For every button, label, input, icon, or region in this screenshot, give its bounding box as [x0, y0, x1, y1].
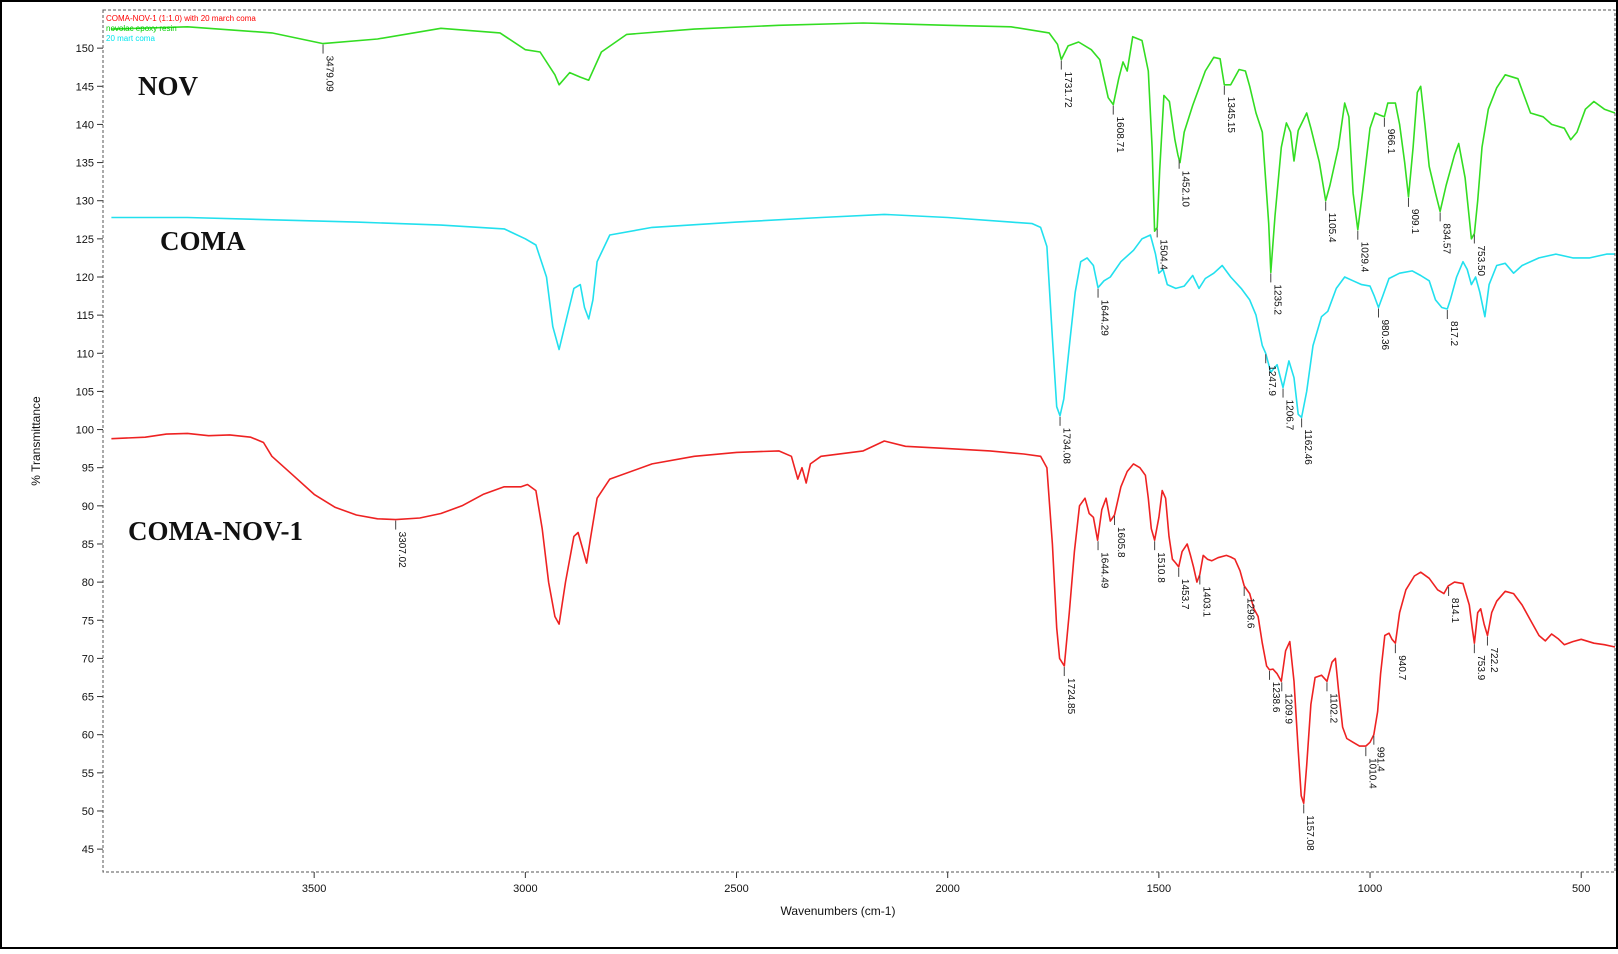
x-tick-label: 500 [1572, 883, 1590, 895]
peak-label: 1345.15 [1225, 97, 1236, 134]
peak-label: 1724.85 [1065, 678, 1076, 715]
y-tick-label: 65 [82, 692, 94, 704]
y-tick-label: 135 [76, 158, 94, 170]
peak-label: 753.9 [1475, 655, 1486, 680]
y-tick-label: 75 [82, 615, 94, 627]
peak-label: 753.50 [1475, 246, 1486, 277]
peak-label: 1010.4 [1366, 758, 1377, 789]
peak-label: 1644.29 [1099, 300, 1110, 337]
legend: COMA-NOV-1 (1:1.0) with 20 march coma no… [106, 14, 256, 43]
peak-label: 1235.2 [1271, 284, 1282, 315]
peak-label: 1209.9 [1282, 693, 1293, 724]
peak-label: 909.1 [1409, 209, 1420, 234]
peak-label: 1029.4 [1358, 242, 1369, 273]
peak-label: 1608.71 [1114, 117, 1125, 154]
axis-tick-layer: 45 50 55 60 65 70 75 80 85 90 95 100 105 110 115 120 125… [76, 43, 1591, 895]
y-tick-label: 100 [76, 425, 94, 437]
series-line-coma-nov-1 [111, 432, 1616, 805]
y-tick-label: 150 [76, 43, 94, 55]
peak-label: 980.36 [1379, 320, 1390, 351]
y-tick-label: 110 [76, 348, 94, 360]
peak-label: 1157.08 [1304, 815, 1315, 851]
peak-label: 1298.6 [1245, 598, 1256, 629]
peak-label: 834.57 [1441, 223, 1452, 254]
x-tick-label: 1500 [1147, 883, 1171, 895]
plot-area-frame [102, 9, 1616, 873]
peak-label: 3307.02 [396, 532, 407, 569]
peak-label: 1734.08 [1061, 428, 1072, 465]
peak-label: 991.4 [1374, 747, 1385, 772]
legend-entry: 20 mart coma [106, 34, 155, 43]
x-tick-label: 3500 [302, 883, 326, 895]
y-tick-label: 90 [82, 501, 94, 513]
y-tick-label: 60 [82, 730, 94, 742]
legend-entry: COMA-NOV-1 (1:1.0) with 20 march coma [106, 14, 256, 23]
peak-label: 3479.09 [324, 56, 335, 93]
peak-label: 1605.8 [1115, 527, 1126, 558]
peak-label: 1206.7 [1284, 400, 1295, 431]
peak-label: 1504.4 [1158, 239, 1169, 270]
y-tick-label: 130 [76, 196, 94, 208]
y-tick-label: 95 [82, 463, 94, 475]
y-tick-label: 70 [82, 653, 94, 665]
y-tick-label: 105 [76, 386, 94, 398]
x-tick-label: 1000 [1358, 883, 1382, 895]
curve-label-coma-nov-1: COMA-NOV-1 [128, 516, 303, 546]
peak-label: 1510.8 [1155, 552, 1166, 583]
peak-label: 1102.2 [1328, 693, 1339, 723]
series-line-nov [111, 22, 1616, 274]
legend-entry: novolac epoxy resin [106, 24, 177, 33]
x-axis-label: Wavenumbers (cm-1) [781, 904, 896, 918]
curve-label-nov: NOV [138, 71, 199, 101]
y-tick-label: 80 [82, 577, 94, 589]
y-axis-label: % Transmittance [29, 396, 43, 486]
peak-label-layer: 3479.09 1731.72 1608.71 1504.4 1452.10 1345.1… [322, 44, 1499, 851]
y-tick-label: 120 [76, 272, 94, 284]
y-tick-label: 50 [82, 806, 94, 818]
series-layer [111, 22, 1616, 805]
series-line-coma [111, 213, 1615, 419]
y-tick-label: 45 [82, 844, 94, 856]
peak-label: 1162.46 [1302, 429, 1313, 465]
y-tick-label: 140 [76, 119, 94, 131]
y-tick-label: 115 [76, 310, 94, 322]
peak-label: 940.7 [1396, 655, 1407, 680]
x-tick-label: 3000 [513, 883, 537, 895]
peak-label: 1644.49 [1099, 552, 1110, 589]
peak-label: 1453.7 [1179, 579, 1190, 610]
peak-label: 817.2 [1448, 321, 1459, 346]
y-tick-label: 55 [82, 768, 94, 780]
peak-label: 966.1 [1385, 129, 1396, 154]
peak-label: 1452.10 [1180, 171, 1191, 208]
peak-label: 1403.1 [1200, 587, 1211, 618]
y-tick-label: 85 [82, 539, 94, 551]
peak-label: 722.2 [1488, 648, 1499, 673]
peak-label: 1247.9 [1266, 365, 1277, 396]
peak-label: 1731.72 [1062, 72, 1073, 109]
peak-label: 1105.4 [1326, 213, 1337, 243]
x-tick-label: 2000 [935, 883, 959, 895]
peak-label: 814.1 [1449, 598, 1460, 623]
x-tick-label: 2500 [724, 883, 748, 895]
y-tick-label: 125 [76, 234, 94, 246]
y-tick-label: 145 [76, 81, 94, 93]
peak-label: 1238.6 [1270, 682, 1281, 713]
curve-label-coma: COMA [160, 226, 246, 256]
